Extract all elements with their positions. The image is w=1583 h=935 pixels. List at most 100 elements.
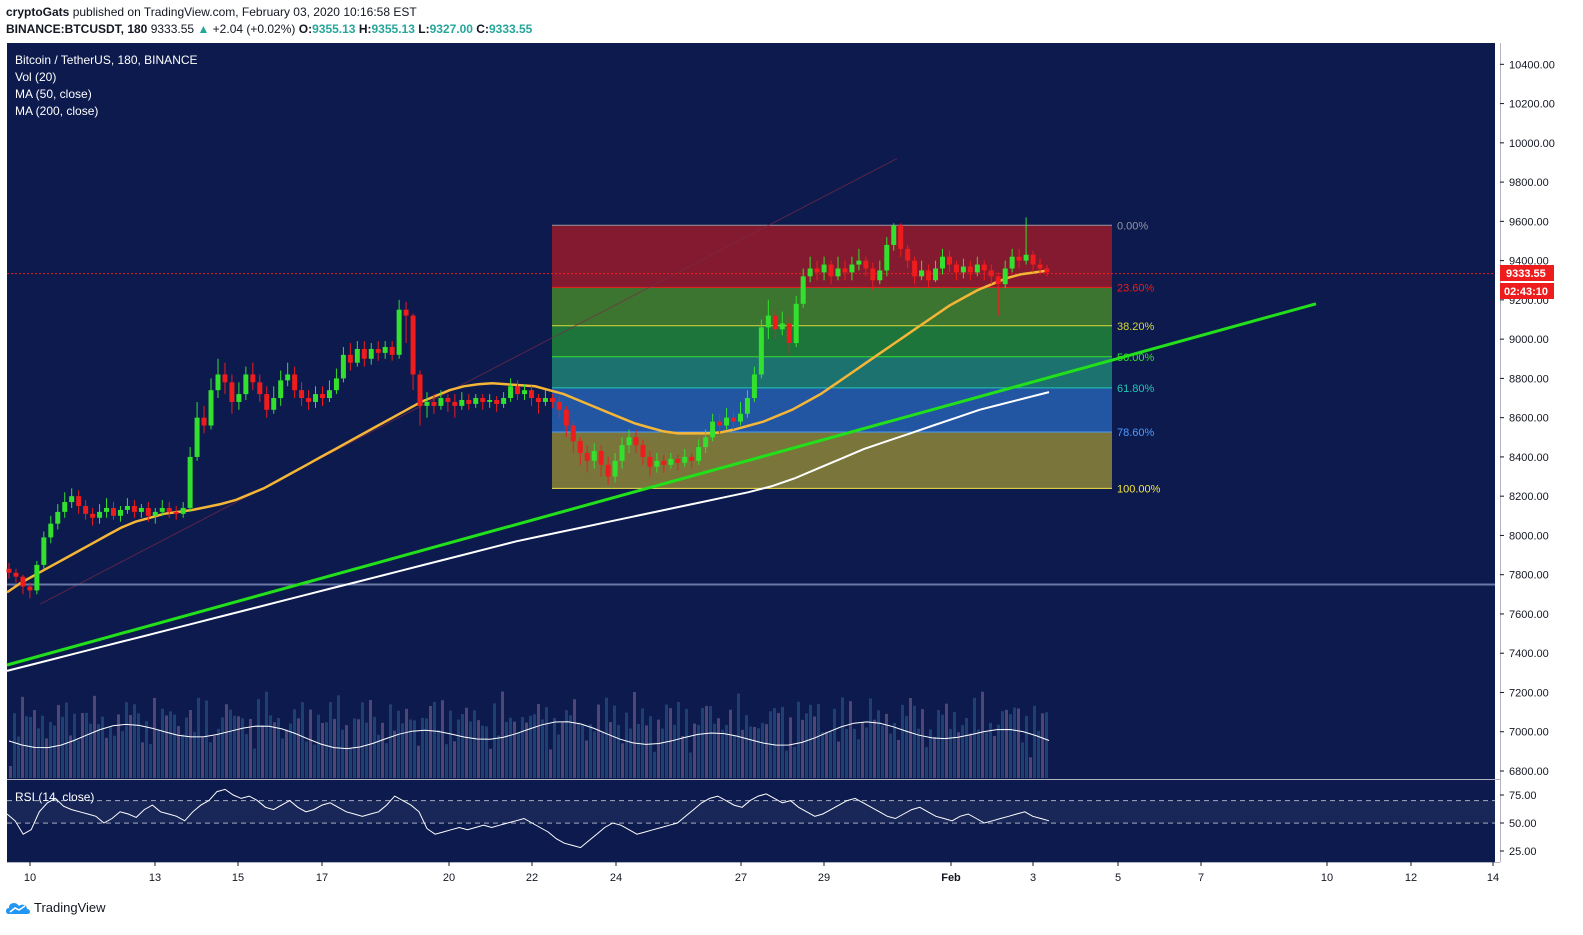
volume-bar	[273, 722, 276, 778]
volume-bar	[853, 728, 856, 778]
price-axis[interactable]: 10400.00 10200.00 10000.00 9800.00 9600.00 94…	[1500, 43, 1583, 863]
candle-body	[598, 451, 604, 465]
legend-volume[interactable]: Vol (20)	[15, 70, 57, 84]
last-price: 9333.55	[150, 22, 195, 36]
legend-rsi[interactable]: RSI (14, close)	[15, 790, 95, 804]
candle-body	[884, 244, 890, 271]
candle-body	[821, 264, 827, 273]
time-axis[interactable]: 10 13 15 17 20 22 24 27 29 Feb 3 5 7 10 12 14	[7, 862, 1500, 884]
volume-bar	[421, 717, 424, 778]
volume-bar	[569, 715, 572, 778]
volume-bar	[677, 701, 680, 778]
candle-body	[793, 303, 799, 344]
volume-bar	[317, 714, 320, 778]
volume-bar	[965, 717, 968, 778]
candle-body	[403, 309, 409, 316]
volume-bar	[389, 704, 392, 778]
fib-zone	[552, 325, 1112, 357]
volume-bar	[89, 723, 92, 778]
candle-body	[661, 460, 667, 465]
volume-bar	[233, 715, 236, 778]
candle-body	[807, 268, 813, 277]
volume-bar	[529, 715, 532, 778]
volume-bar	[517, 732, 520, 778]
legend-title[interactable]: Bitcoin / TetherUS, 180, BINANCE	[15, 53, 198, 67]
tradingview-logo[interactable]: TradingView	[6, 900, 106, 915]
volume-bar	[577, 722, 580, 778]
volume-bar	[821, 732, 824, 778]
volume-bar	[289, 723, 292, 778]
cloud-logo-icon	[6, 902, 30, 914]
price-tick-label: 9600.00	[1509, 216, 1549, 228]
candle-body	[710, 421, 716, 438]
candle-body	[856, 260, 862, 265]
volume-bar	[873, 719, 876, 778]
volume-bar	[9, 766, 12, 778]
volume-bar	[885, 713, 888, 778]
volume-bar	[177, 726, 180, 778]
legend-ma200[interactable]: MA (200, close)	[15, 104, 99, 118]
fibonacci-retracement[interactable]: 0.00%23.60%38.20%50.00%61.80%78.60%100.0…	[39, 158, 1161, 605]
volume-bar	[1013, 707, 1016, 778]
volume-bar	[257, 699, 260, 778]
volume-bar	[953, 712, 956, 778]
volume-bar	[181, 734, 184, 778]
time-tick-label: 10	[1321, 872, 1333, 884]
candle-body	[110, 507, 116, 516]
volume-bar	[625, 712, 628, 778]
volume-bar	[841, 697, 844, 778]
ohlc-line: BINANCE:BTCUSDT, 180 9333.55 ▲ +2.04 (+0…	[6, 22, 532, 36]
rsi-tick-label: 25.00	[1509, 846, 1537, 858]
candle-body	[828, 264, 834, 277]
candle-body	[494, 399, 500, 404]
volume-bar	[1029, 757, 1032, 778]
volume-bar	[53, 725, 56, 778]
ma200-line	[6, 391, 1050, 672]
volume-bar	[549, 749, 552, 778]
volume-bar	[485, 726, 488, 778]
candle-body	[69, 496, 75, 503]
candle-body	[640, 445, 646, 457]
volume-bar	[941, 714, 944, 778]
fib-level-label: 61.80%	[1117, 383, 1155, 395]
candle-body	[946, 256, 952, 265]
candle-body	[20, 576, 26, 587]
volume-bar	[905, 716, 908, 778]
volume-bar	[25, 716, 28, 778]
candle-body	[487, 399, 493, 402]
candle-body	[515, 386, 521, 395]
candle-body	[459, 399, 465, 406]
volume-bar	[749, 726, 752, 778]
volume-bar	[837, 741, 840, 778]
author-name[interactable]: cryptoGats	[6, 5, 70, 19]
trend-line	[6, 302, 1317, 667]
volume-bar	[337, 695, 340, 778]
candle-body	[556, 401, 562, 410]
candle-body	[703, 437, 709, 448]
price-tag: 9333.55 02:43:10	[1500, 265, 1554, 299]
price-tick-label: 9800.00	[1509, 177, 1549, 189]
time-tick-label: 13	[149, 872, 161, 884]
candle-body	[389, 346, 395, 355]
volume-bar	[45, 738, 48, 778]
price-tick-label: 7400.00	[1509, 648, 1549, 660]
legend-ma50[interactable]: MA (50, close)	[15, 87, 92, 101]
price-axis-background	[1500, 43, 1583, 863]
volume-bar	[581, 725, 584, 778]
time-tick-label: 20	[443, 872, 455, 884]
volume-bar	[985, 732, 988, 778]
time-tick-label: 17	[316, 872, 328, 884]
indicator-lines	[6, 269, 1495, 672]
volume-bar	[61, 716, 64, 778]
volume-bar	[409, 719, 412, 778]
candle-body	[83, 505, 89, 514]
price-tick-label: 7800.00	[1509, 570, 1549, 582]
volume-bar	[169, 711, 172, 778]
candle-body	[194, 417, 200, 457]
volume-bar	[357, 719, 360, 778]
volume-bar	[417, 745, 420, 778]
open-label: O:	[298, 22, 313, 36]
candle-body	[215, 374, 221, 391]
candle-body	[55, 511, 61, 524]
